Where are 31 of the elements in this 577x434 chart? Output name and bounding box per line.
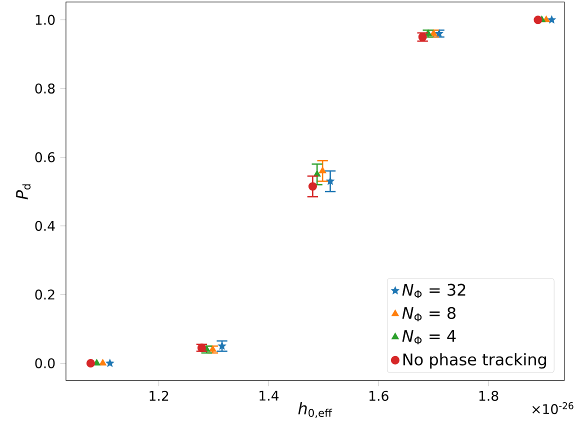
point [318,166,326,174]
x-tick-label: 1.2 [150,390,168,401]
point [308,182,317,190]
x-tick-label: 1.8 [479,390,498,401]
legend-label: N$_{Φ}$ = 32 [402,284,466,298]
y-tick-label: 0.2 [35,289,54,300]
point [534,15,542,24]
point [218,342,226,350]
x-tick-label: 1.6 [369,390,388,401]
x-tick-label: 1.4 [260,390,279,400]
text: ×10$^{-26}$ [532,402,574,414]
point [86,358,95,368]
legend-label: N$_{Φ}$ = 8 [402,306,456,322]
y-tick-label: 0.8 [35,83,55,94]
y-tick-label: 0.4 [35,220,55,231]
point [326,176,334,185]
point [548,15,556,24]
y-tick-label: 1.0 [36,14,55,25]
point [106,358,114,367]
y-axis-title: P$_{d}$ [16,184,31,200]
legend-label: No phase tracking [403,352,546,368]
point [93,358,100,366]
x-axis-title: h$_{0,eff}$ [298,402,332,418]
y-tick-label: 0.6 [35,152,55,162]
point [434,29,444,37]
legend-label: N$_{Φ}$ = 4 [402,330,456,344]
point [430,29,438,36]
point [197,343,206,352]
point [208,345,216,352]
point [99,358,107,366]
y-tick-label: 0.0 [35,358,55,368]
